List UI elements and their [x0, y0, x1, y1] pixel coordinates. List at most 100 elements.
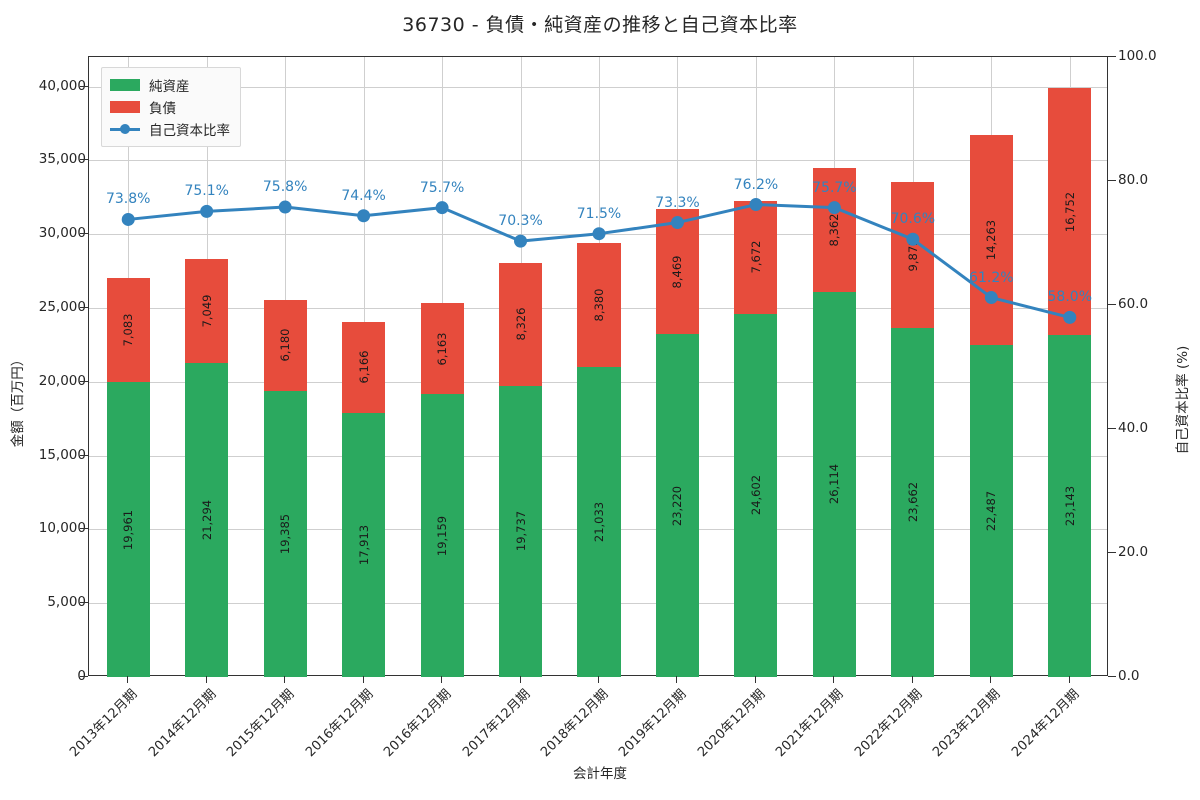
bar-segment-liabilities[interactable]: 7,049 — [185, 258, 229, 363]
bar-segment-liabilities[interactable]: 7,672 — [734, 200, 778, 314]
bar-segment-equity[interactable]: 19,159 — [420, 394, 464, 677]
y-axis-left-tick-mark — [80, 233, 88, 235]
y-axis-right-tick-mark — [1108, 304, 1116, 305]
equity-ratio-marker[interactable] — [357, 209, 371, 223]
bar-segment-equity[interactable]: 23,143 — [1048, 335, 1092, 677]
bar-segment-liabilities[interactable]: 14,263 — [969, 134, 1013, 346]
y-axis-left-label: 金額（百万円） — [10, 352, 26, 448]
equity-ratio-value-label: 70.6% — [890, 211, 936, 228]
bar-segment-equity[interactable]: 19,961 — [106, 382, 150, 677]
bar-segment-equity[interactable]: 19,737 — [498, 385, 543, 677]
equity-ratio-value-label: 75.8% — [262, 179, 308, 196]
equity-ratio-value-label: 73.8% — [105, 191, 151, 208]
legend-label-equity-ratio: 自己資本比率 — [149, 123, 230, 139]
y-axis-left-tick-label: 40,000 — [38, 77, 86, 94]
x-axis-tick-mark — [676, 676, 678, 683]
x-axis-tick-mark — [598, 676, 599, 683]
y-axis-left-tick-label: 10,000 — [38, 520, 86, 537]
equity-ratio-value-label: 61.2% — [969, 269, 1014, 286]
bar-segment-liabilities[interactable]: 8,380 — [577, 242, 621, 367]
bar-segment-liabilities[interactable]: 9,872 — [891, 181, 935, 328]
bar-segment-liabilities[interactable]: 6,163 — [420, 303, 464, 395]
equity-ratio-value-label: 71.5% — [576, 205, 622, 222]
y-axis-left-tick-mark — [80, 380, 88, 382]
gridline-horizontal — [89, 86, 1107, 88]
x-axis-tick-mark — [990, 676, 992, 683]
x-axis-tick-mark — [362, 676, 364, 683]
legend-swatch-equity-ratio — [110, 123, 140, 135]
equity-ratio-marker[interactable] — [749, 198, 763, 212]
chart-title: 36730 - 負債・純資産の推移と自己資本比率 — [402, 14, 798, 36]
y-axis-left-tick-label: 25,000 — [38, 298, 86, 315]
y-axis-left-tick-label: 35,000 — [38, 151, 86, 168]
bar-segment-equity[interactable]: 21,294 — [185, 362, 229, 677]
y-axis-left-tick-label: 5,000 — [47, 594, 86, 611]
bar-segment-equity[interactable]: 19,385 — [263, 390, 307, 677]
bar-segment-equity[interactable]: 23,662 — [891, 327, 935, 677]
y-axis-left-tick-mark — [80, 602, 88, 604]
x-axis-tick-mark — [205, 676, 207, 683]
y-axis-left-tick-mark — [80, 306, 88, 308]
bar-segment-liabilities[interactable]: 7,083 — [106, 277, 150, 383]
y-axis-left-tick-label: 20,000 — [38, 372, 86, 389]
x-axis-tick-mark — [441, 676, 443, 683]
bar-segment-liabilities[interactable]: 6,180 — [263, 299, 307, 391]
chart-legend: 純資産 負債 自己資本比率 — [101, 67, 241, 147]
bar-segment-equity[interactable]: 22,487 — [969, 345, 1013, 677]
equity-ratio-marker[interactable] — [121, 212, 135, 226]
y-axis-right-tick-label: 80.0 — [1118, 172, 1149, 188]
x-axis-label: 会計年度 — [573, 766, 627, 782]
bar-segment-equity[interactable]: 21,033 — [577, 366, 621, 677]
y-axis-left-tick-mark — [80, 454, 88, 456]
bar-segment-liabilities[interactable]: 8,469 — [655, 209, 700, 335]
equity-ratio-marker[interactable] — [200, 204, 214, 218]
equity-ratio-marker[interactable] — [514, 234, 528, 248]
y-axis-left-tick-label: 30,000 — [38, 225, 86, 242]
y-axis-right-tick-label: 40.0 — [1118, 420, 1149, 436]
equity-ratio-value-label: 73.3% — [655, 194, 700, 211]
legend-label-liabilities: 負債 — [149, 101, 176, 117]
y-axis-right-tick-mark — [1108, 552, 1116, 553]
x-axis-tick-mark — [519, 676, 521, 683]
x-axis-tick-mark — [284, 676, 286, 683]
equity-ratio-marker[interactable] — [278, 200, 292, 214]
bar-segment-equity[interactable]: 24,602 — [734, 313, 778, 677]
equity-ratio-value-label: 76.2% — [733, 176, 779, 193]
y-axis-right-tick-label: 60.0 — [1118, 296, 1149, 312]
y-axis-right-tick-label: 100.0 — [1118, 48, 1157, 64]
bar-segment-equity[interactable]: 23,220 — [655, 334, 700, 677]
legend-swatch-liabilities — [110, 101, 140, 113]
legend-swatch-equity — [110, 79, 140, 91]
x-axis-tick-mark — [833, 676, 835, 683]
bar-segment-liabilities[interactable]: 8,362 — [812, 168, 856, 292]
y-axis-left-tick-label: 15,000 — [38, 446, 86, 463]
y-axis-left-tick-mark — [80, 528, 88, 530]
bar-segment-liabilities[interactable]: 16,752 — [1048, 88, 1092, 336]
bar-segment-equity[interactable]: 26,114 — [812, 291, 856, 677]
x-axis-tick-mark — [127, 676, 129, 683]
bar-segment-equity[interactable]: 17,913 — [342, 412, 386, 677]
equity-ratio-value-label: 58.0% — [1047, 289, 1093, 306]
equity-ratio-marker[interactable] — [670, 216, 684, 230]
y-axis-left-tick-mark — [80, 85, 88, 87]
equity-ratio-marker[interactable] — [1063, 310, 1077, 324]
y-axis-right-label: 自己資本比率 (%) — [1175, 345, 1191, 455]
equity-ratio-marker[interactable] — [827, 201, 841, 215]
equity-ratio-marker[interactable] — [984, 291, 998, 305]
plot-area: 19,961 7,083 21,294 7,049 19,385 6,180 17,913 6… — [88, 56, 1108, 677]
x-axis-tick-mark — [754, 676, 756, 683]
line-series-layer — [121, 198, 1077, 324]
bar-segment-liabilities[interactable]: 8,326 — [498, 262, 543, 386]
bar-segment-liabilities[interactable]: 6,166 — [342, 321, 386, 413]
equity-ratio-marker[interactable] — [592, 227, 606, 241]
equity-ratio-value-label: 75.1% — [184, 183, 229, 200]
legend-item-equity: 純資産 — [110, 74, 230, 96]
gridline-horizontal — [89, 160, 1107, 162]
equity-ratio-value-label: 75.7% — [812, 179, 857, 196]
equity-ratio-marker[interactable] — [906, 232, 920, 246]
legend-item-equity-ratio: 自己資本比率 — [110, 118, 230, 140]
y-axis-left-tick-mark — [80, 159, 88, 161]
y-axis-right-tick-label: 0.0 — [1118, 668, 1140, 684]
equity-ratio-marker[interactable] — [435, 201, 449, 215]
y-axis-right-tick-mark — [1108, 676, 1116, 677]
